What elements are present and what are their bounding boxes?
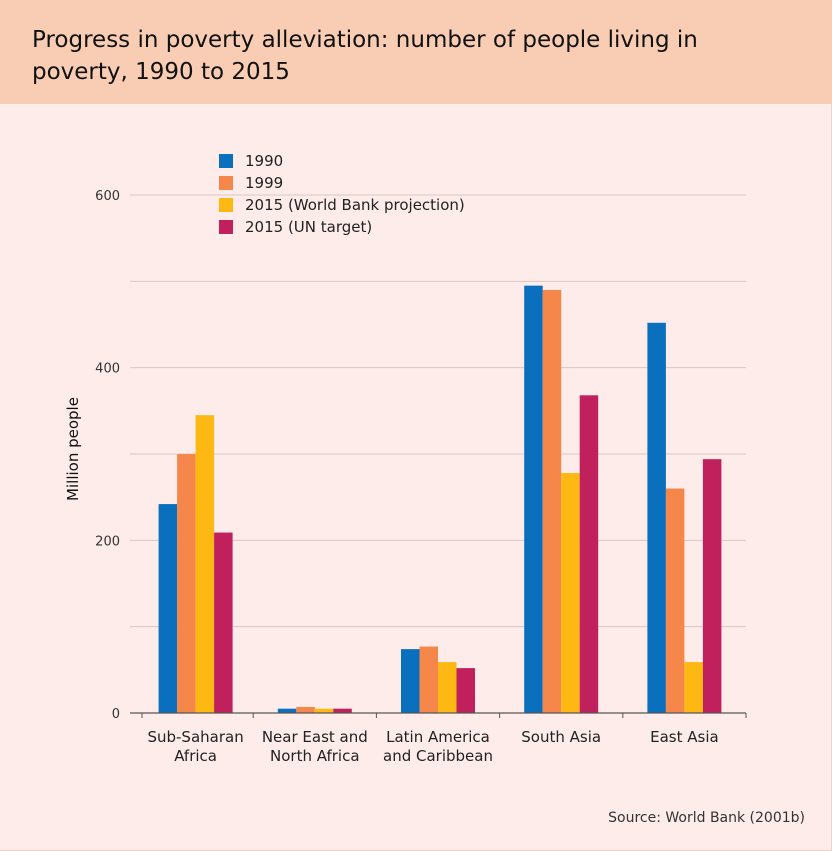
bars: [158, 285, 722, 713]
bar: [438, 662, 457, 713]
legend-label: 1999: [245, 174, 283, 192]
bar: [214, 532, 233, 713]
bar: [702, 459, 722, 713]
bar: [579, 395, 599, 713]
bar: [419, 646, 438, 713]
x-axis: [130, 712, 747, 718]
y-tick-label: 400: [95, 362, 120, 377]
y-axis-ticks: 0 200 400 600: [95, 189, 120, 722]
bar: [684, 662, 703, 713]
x-tick-label: North Africa: [270, 747, 360, 765]
gridlines: [130, 194, 746, 628]
y-tick-label: 200: [95, 534, 120, 549]
legend-swatch: [219, 154, 233, 168]
bar: [314, 708, 334, 713]
x-tick-label: Africa: [174, 747, 217, 765]
legend-swatch: [219, 176, 233, 190]
legend-swatch: [219, 220, 233, 234]
legend-label: 1990: [245, 152, 283, 170]
legend: 1990 1999 2015 (World Bank projection) 2015…: [219, 152, 465, 236]
legend-label: 2015 (UN target): [245, 218, 372, 236]
bar: [456, 668, 475, 713]
source-note: Source: World Bank (2001b): [608, 810, 805, 826]
y-tick-label: 0: [112, 707, 120, 722]
bar: [296, 706, 315, 713]
legend-label: 2015 (World Bank projection): [245, 196, 465, 214]
bar: [524, 285, 543, 713]
bar: [158, 504, 178, 713]
x-tick-label: South Asia: [521, 728, 601, 746]
legend-swatch: [219, 198, 233, 212]
bar: [177, 454, 196, 713]
bar: [561, 472, 580, 713]
chart-title: Progress in poverty alleviation: number …: [32, 27, 698, 85]
x-tick-label: Latin America: [386, 728, 490, 746]
bar: [401, 649, 420, 713]
bar: [542, 289, 562, 713]
y-tick-label: 600: [95, 189, 120, 204]
bar: [277, 708, 297, 713]
x-tick-label: Near East and: [262, 728, 368, 746]
bar: [195, 415, 215, 713]
y-axis-label: Million people: [64, 397, 82, 501]
x-tick-label: and Caribbean: [383, 747, 493, 765]
bar: [665, 488, 685, 713]
x-tick-label: East Asia: [650, 728, 719, 746]
x-tick-label: Sub-Saharan: [147, 728, 243, 746]
title-banner: Progress in poverty alleviation: number …: [0, 0, 832, 104]
bar: [333, 708, 352, 713]
bar: [647, 322, 666, 713]
